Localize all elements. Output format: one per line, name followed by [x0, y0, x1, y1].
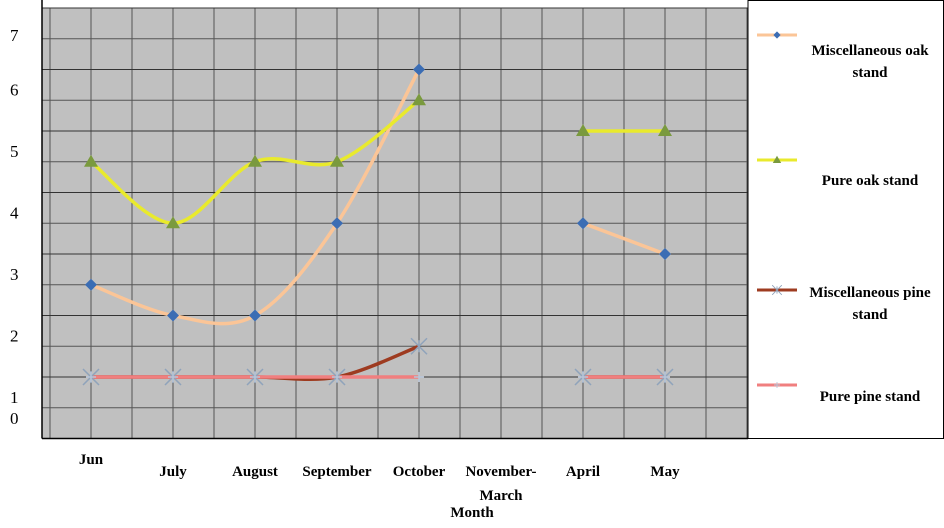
- marker: [167, 309, 179, 322]
- legend-label: Pure oak stand: [821, 173, 919, 189]
- x-tick-label: July: [159, 464, 187, 480]
- y-tick-label: 1: [10, 388, 19, 407]
- marker: [249, 309, 261, 322]
- marker: [86, 372, 96, 382]
- legend-marker: [772, 155, 782, 163]
- marker: [168, 372, 178, 382]
- marker: [248, 154, 262, 167]
- marker: [410, 337, 428, 355]
- marker: [412, 93, 426, 106]
- legend-label: Miscellaneous pine stand: [809, 285, 931, 323]
- marker: [332, 372, 342, 382]
- marker: [331, 217, 343, 230]
- x-tick-label: September: [302, 464, 372, 480]
- x-tick-label: October: [392, 464, 446, 480]
- x-tick-label: Jun: [78, 452, 104, 468]
- y-tick-label: 6: [10, 80, 19, 99]
- marker: [659, 248, 671, 260]
- y-tick-label: 5: [10, 142, 19, 161]
- legend-marker: [771, 284, 783, 296]
- marker: [250, 372, 260, 382]
- marker: [658, 124, 672, 136]
- marker: [660, 372, 670, 382]
- legend-label: Miscellaneous oak stand: [811, 43, 929, 81]
- marker: [414, 372, 424, 382]
- marker: [84, 154, 98, 167]
- x-tick-label: May: [650, 464, 680, 480]
- marker: [85, 278, 97, 291]
- legend-marker: [774, 381, 781, 388]
- x-axis-title: Month: [450, 505, 494, 521]
- y-tick-label: 2: [10, 326, 19, 345]
- marker: [413, 63, 425, 76]
- legend-box: [747, 0, 944, 439]
- marker: [578, 372, 588, 382]
- x-tick-label: August: [232, 464, 278, 480]
- marker: [166, 216, 180, 229]
- y-tick-label: 4: [10, 203, 19, 222]
- marker: [576, 124, 590, 136]
- legend-label: Pure pine stand: [819, 389, 921, 405]
- y-tick-label: 0: [10, 409, 19, 428]
- x-tick-label: April: [565, 464, 601, 480]
- marker: [577, 217, 589, 230]
- y-tick-label: 3: [10, 265, 19, 284]
- series-line: [90, 68, 666, 326]
- x-tick-label: November-March: [465, 464, 537, 504]
- y-tick-label: 7: [10, 26, 19, 45]
- marker: [330, 154, 344, 167]
